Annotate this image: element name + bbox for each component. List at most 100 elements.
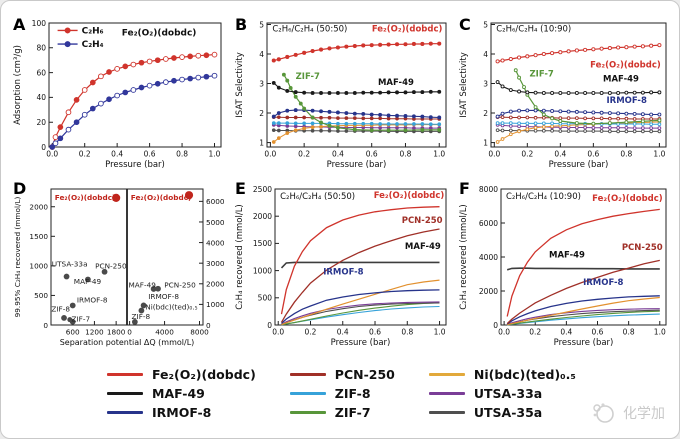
svg-text:4000: 4000 [479, 253, 498, 262]
panel-E: E 0.0 0.2 0.4 0.6 0.8 1.0 0 500 1000 1500 2000 2500… [233, 179, 455, 355]
svg-text:1: 1 [259, 138, 264, 147]
svg-text:MAF-49: MAF-49 [129, 281, 157, 290]
svg-text:ISAT Selectivity: ISAT Selectivity [459, 52, 469, 117]
legend-line-swatch [289, 411, 326, 414]
svg-text:6000: 6000 [206, 197, 225, 206]
panel-A: A 0.0 0.2 0.4 0.6 0.8 1.0 0 20 40 60 80 100 Pressure… [11, 15, 231, 177]
legend-item: Fe₂(O₂)(dobdc) [107, 367, 256, 382]
svg-text:0.6: 0.6 [366, 150, 378, 159]
svg-text:2000: 2000 [479, 287, 498, 296]
svg-text:3: 3 [259, 79, 264, 88]
panel-letter-E: E [235, 179, 246, 198]
legend-label: Fe₂(O₂)(dobdc) [152, 367, 256, 382]
svg-text:IRMOF-8: IRMOF-8 [77, 296, 108, 305]
svg-text:Pressure (bar): Pressure (bar) [554, 338, 614, 348]
legend-label: ZIF-8 [334, 386, 371, 401]
svg-text:Adsorption (cm³/g): Adsorption (cm³/g) [13, 45, 23, 125]
svg-text:Fe₂(O₂)(dobdc): Fe₂(O₂)(dobdc) [592, 194, 663, 204]
svg-text:0.0: 0.0 [46, 150, 58, 159]
svg-text:Pressure (bar): Pressure (bar) [549, 160, 609, 170]
svg-text:Pressure (bar): Pressure (bar) [105, 160, 165, 170]
svg-text:2000: 2000 [29, 203, 48, 212]
legend-item: ZIF-7 [289, 405, 395, 420]
chart-D-separation-potential-scatter: 600 1200 18000500100015002000Fe₂(O₂)(dobdc… [13, 188, 225, 347]
svg-text:0.2: 0.2 [298, 150, 310, 159]
svg-text:0: 0 [267, 321, 272, 330]
svg-text:4: 4 [259, 50, 264, 59]
svg-text:0.6: 0.6 [369, 328, 381, 337]
watermark-text: 化学加 [623, 406, 665, 422]
svg-text:5: 5 [259, 20, 264, 29]
panel-letter-B: B [235, 15, 248, 34]
svg-text:2: 2 [259, 109, 264, 118]
svg-text:Fe₂(O₂)(dobdc): Fe₂(O₂)(dobdc) [374, 191, 445, 201]
svg-text:2000: 2000 [206, 280, 225, 289]
legend-item: PCN-250 [289, 367, 395, 382]
svg-text:IRMOF-8: IRMOF-8 [607, 96, 647, 106]
legend-item: UTSA-35a [428, 405, 576, 420]
svg-text:Ni(bdc)(ted)₀.₅: Ni(bdc)(ted)₀.₅ [145, 302, 197, 311]
svg-text:8000: 8000 [479, 185, 498, 194]
svg-text:1.0: 1.0 [433, 150, 445, 159]
chart-F-recovered-1090: 0.0 0.2 0.4 0.6 0.8 1.0 0 2000 4000 6000 8000 Press… [459, 185, 667, 348]
svg-text:0.6: 0.6 [592, 328, 604, 337]
legend-line-swatch [428, 392, 465, 395]
svg-text:0.0: 0.0 [264, 150, 276, 159]
chart-B-selectivity-5050: 0.0 0.2 0.4 0.6 0.8 1.0 1 2 3 4 5 Pressure (bar) ISA… [235, 20, 447, 170]
svg-text:MAF-49: MAF-49 [549, 251, 585, 261]
svg-text:600: 600 [66, 328, 80, 337]
svg-text:0.8: 0.8 [623, 328, 635, 337]
svg-text:0.2: 0.2 [79, 150, 91, 159]
svg-text:1.0: 1.0 [434, 328, 446, 337]
svg-text:C₂H₄: C₂H₄ [82, 40, 104, 50]
svg-text:1500: 1500 [253, 239, 272, 248]
panel-F: F 0.0 0.2 0.4 0.6 0.8 1.0 0 2000 4000 6000 8000 Pre… [457, 179, 675, 355]
legend-label: PCN-250 [334, 367, 395, 382]
svg-text:C₂H₆/C₂H₄ (50:50): C₂H₆/C₂H₄ (50:50) [272, 25, 347, 35]
panel-D: D 600 1200 1800 0 500 1000 1500 2000 Fe₂(O₂)(dob… [11, 179, 231, 355]
chart-C-selectivity-1090: 0.0 0.2 0.4 0.6 0.8 1.0 1 2 3 4 5 Pressure (bar) ISA… [459, 20, 667, 170]
svg-text:1.0: 1.0 [653, 150, 665, 159]
svg-text:2000: 2000 [253, 212, 272, 221]
svg-text:ZIF-7: ZIF-7 [72, 315, 91, 324]
svg-text:MAF-49: MAF-49 [74, 277, 102, 286]
svg-text:C₂H₆/C₂H₄ (10:90): C₂H₆/C₂H₄ (10:90) [496, 25, 571, 35]
svg-text:0.4: 0.4 [337, 328, 349, 337]
svg-text:0.0: 0.0 [488, 150, 500, 159]
legend-label: MAF-49 [152, 386, 205, 401]
svg-text:MAF-49: MAF-49 [603, 74, 639, 84]
molecule-logo-icon [593, 403, 614, 423]
svg-text:Pressure (bar): Pressure (bar) [331, 338, 391, 348]
svg-text:IRMOF-8: IRMOF-8 [323, 268, 363, 278]
svg-text:C₂H₄ recovered (mmol/L): C₂H₄ recovered (mmol/L) [459, 204, 469, 310]
svg-text:0: 0 [43, 321, 48, 330]
legend-item: IRMOF-8 [107, 405, 256, 420]
svg-text:1: 1 [483, 138, 488, 147]
svg-text:3: 3 [483, 79, 488, 88]
svg-text:0: 0 [41, 143, 46, 152]
svg-text:0.4: 0.4 [332, 150, 344, 159]
svg-text:C₂H₄ recovered (mmol/L): C₂H₄ recovered (mmol/L) [235, 204, 245, 310]
svg-text:1000: 1000 [253, 266, 272, 275]
svg-text:500: 500 [258, 294, 273, 303]
svg-text:0.2: 0.2 [529, 328, 541, 337]
legend-item: ZIF-8 [289, 386, 395, 401]
svg-text:0.8: 0.8 [620, 150, 632, 159]
svg-text:2: 2 [483, 109, 488, 118]
svg-text:ZIF-7: ZIF-7 [296, 72, 320, 82]
svg-text:0.6: 0.6 [587, 150, 599, 159]
svg-text:Fe₂(O₂)(dobdc): Fe₂(O₂)(dobdc) [55, 193, 116, 202]
legend-label: Ni(bdc)(ted)₀.₅ [473, 367, 576, 382]
legend-item: MAF-49 [107, 386, 256, 401]
svg-text:40: 40 [36, 93, 46, 102]
svg-text:6000: 6000 [479, 219, 498, 228]
svg-text:C₂H₆/C₂H₄ (10:90): C₂H₆/C₂H₄ (10:90) [506, 192, 581, 202]
svg-text:Fe₂(O₂)(dobdc): Fe₂(O₂)(dobdc) [131, 193, 192, 202]
svg-text:0: 0 [127, 328, 132, 337]
svg-text:1.0: 1.0 [209, 150, 221, 159]
svg-text:0.0: 0.0 [272, 328, 284, 337]
svg-text:MAF-49: MAF-49 [405, 242, 441, 252]
svg-text:PCN-250: PCN-250 [164, 281, 196, 290]
svg-text:0.6: 0.6 [144, 150, 156, 159]
